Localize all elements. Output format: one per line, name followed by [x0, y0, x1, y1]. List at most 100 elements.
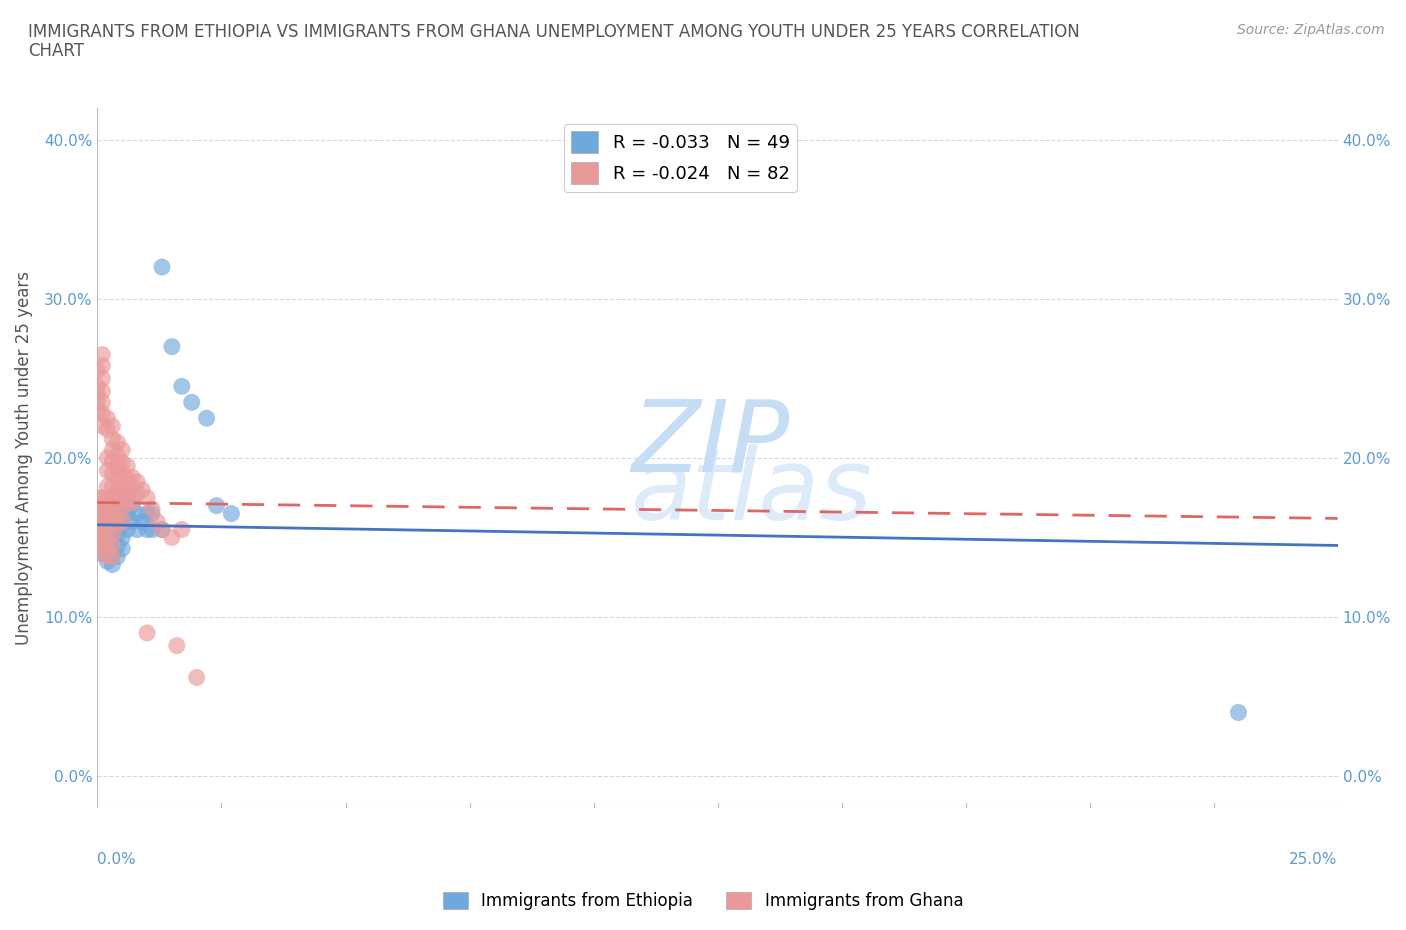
- Point: [101, 514, 124, 529]
- Point: [115, 506, 138, 521]
- Point: [141, 506, 163, 521]
- Point: [195, 411, 218, 426]
- Point: [105, 495, 128, 510]
- Point: [111, 501, 134, 516]
- Legend: Immigrants from Ethiopia, Immigrants from Ghana: Immigrants from Ethiopia, Immigrants fro…: [436, 885, 970, 917]
- Point: [115, 483, 138, 498]
- Point: [111, 541, 134, 556]
- Point: [136, 490, 159, 505]
- Point: [127, 522, 149, 537]
- Point: [91, 371, 114, 386]
- Point: [91, 514, 114, 529]
- Point: [91, 406, 114, 421]
- Text: atlas: atlas: [631, 445, 872, 541]
- Point: [86, 387, 108, 402]
- Y-axis label: Unemployment Among Youth under 25 years: Unemployment Among Youth under 25 years: [15, 271, 32, 645]
- Point: [205, 498, 228, 513]
- Text: CHART: CHART: [28, 42, 84, 60]
- Point: [136, 506, 159, 521]
- Point: [91, 538, 114, 553]
- Point: [105, 538, 128, 553]
- Point: [91, 501, 114, 516]
- Point: [101, 490, 124, 505]
- Point: [121, 514, 143, 529]
- Point: [101, 479, 124, 494]
- Point: [105, 447, 128, 462]
- Point: [105, 495, 128, 510]
- Point: [101, 432, 124, 446]
- Point: [131, 514, 153, 529]
- Legend: R = -0.033   N = 49, R = -0.024   N = 82: R = -0.033 N = 49, R = -0.024 N = 82: [564, 124, 797, 192]
- Point: [121, 498, 143, 513]
- Text: 25.0%: 25.0%: [1289, 853, 1337, 868]
- Point: [105, 483, 128, 498]
- Point: [105, 549, 128, 564]
- Point: [127, 474, 149, 489]
- Point: [86, 506, 108, 521]
- Point: [111, 501, 134, 516]
- Point: [96, 533, 118, 548]
- Point: [91, 527, 114, 542]
- Point: [101, 546, 124, 561]
- Point: [105, 506, 128, 521]
- Point: [96, 490, 118, 505]
- Point: [146, 514, 169, 529]
- Point: [127, 485, 149, 500]
- Point: [111, 514, 134, 529]
- Point: [91, 384, 114, 399]
- Point: [86, 498, 108, 513]
- Point: [96, 514, 118, 529]
- Point: [91, 514, 114, 529]
- Point: [105, 527, 128, 542]
- Text: IMMIGRANTS FROM ETHIOPIA VS IMMIGRANTS FROM GHANA UNEMPLOYMENT AMONG YOUTH UNDER: IMMIGRANTS FROM ETHIOPIA VS IMMIGRANTS F…: [28, 23, 1080, 41]
- Point: [91, 546, 114, 561]
- Point: [91, 490, 114, 505]
- Point: [127, 506, 149, 521]
- Point: [96, 546, 118, 561]
- Point: [96, 501, 118, 516]
- Point: [86, 522, 108, 537]
- Point: [91, 347, 114, 362]
- Point: [186, 670, 208, 684]
- Point: [101, 522, 124, 537]
- Point: [111, 490, 134, 505]
- Point: [111, 530, 134, 545]
- Point: [101, 533, 124, 548]
- Point: [101, 538, 124, 553]
- Point: [101, 443, 124, 458]
- Point: [111, 467, 134, 482]
- Point: [101, 527, 124, 542]
- Point: [105, 511, 128, 525]
- Point: [136, 522, 159, 537]
- Point: [166, 638, 188, 653]
- Point: [96, 549, 118, 564]
- Point: [160, 530, 183, 545]
- Point: [86, 490, 108, 505]
- Point: [111, 456, 134, 471]
- Point: [111, 443, 134, 458]
- Point: [136, 626, 159, 641]
- Point: [105, 434, 128, 449]
- Point: [96, 411, 118, 426]
- Point: [150, 522, 173, 537]
- Point: [115, 490, 138, 505]
- Point: [96, 479, 118, 494]
- Point: [86, 403, 108, 418]
- Point: [111, 517, 134, 532]
- Point: [91, 530, 114, 545]
- Point: [101, 467, 124, 482]
- Point: [105, 517, 128, 532]
- Point: [105, 470, 128, 485]
- Text: 0.0%: 0.0%: [97, 853, 136, 868]
- Point: [86, 363, 108, 378]
- Point: [91, 358, 114, 373]
- Point: [96, 527, 118, 542]
- Point: [91, 538, 114, 553]
- Point: [91, 418, 114, 433]
- Point: [96, 554, 118, 569]
- Point: [96, 498, 118, 513]
- Point: [105, 458, 128, 473]
- Point: [150, 522, 173, 537]
- Point: [96, 514, 118, 529]
- Point: [121, 495, 143, 510]
